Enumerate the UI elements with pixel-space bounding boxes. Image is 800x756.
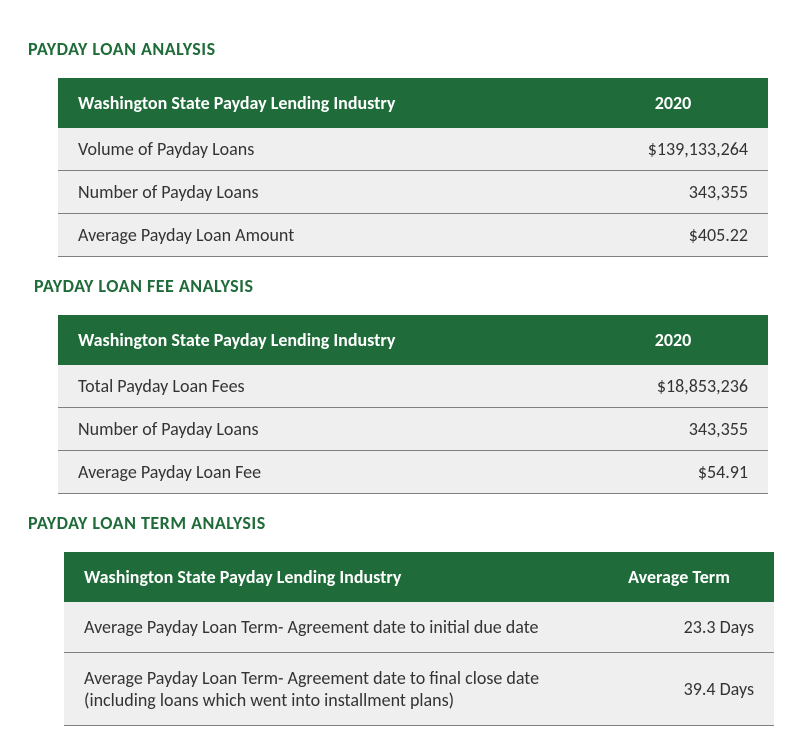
row-label: Average Payday Loan Amount xyxy=(58,214,578,257)
table-header-left: Washington State Payday Lending Industry xyxy=(64,552,584,602)
table-row: Average Payday Loan Term- Agreement date… xyxy=(64,602,774,653)
term-analysis-section: PAYDAY LOAN TERM ANALYSIS Washington Sta… xyxy=(28,512,772,726)
row-label: Average Payday Loan Term- Agreement date… xyxy=(64,653,584,726)
table-header-left: Washington State Payday Lending Industry xyxy=(58,315,578,365)
table-row: Number of Payday Loans 343,355 xyxy=(58,171,768,214)
row-label: Volume of Payday Loans xyxy=(58,128,578,171)
table-row: Total Payday Loan Fees $18,853,236 xyxy=(58,365,768,408)
term-analysis-table: Washington State Payday Lending Industry… xyxy=(64,552,774,726)
fee-analysis-table: Washington State Payday Lending Industry… xyxy=(58,315,768,494)
loan-analysis-table: Washington State Payday Lending Industry… xyxy=(58,78,768,257)
row-value: 23.3 Days xyxy=(584,602,774,653)
row-value: $405.22 xyxy=(578,214,768,257)
row-label: Number of Payday Loans xyxy=(58,408,578,451)
fee-analysis-section: PAYDAY LOAN FEE ANALYSIS Washington Stat… xyxy=(28,275,772,494)
row-label: Number of Payday Loans xyxy=(58,171,578,214)
section-title: PAYDAY LOAN ANALYSIS xyxy=(28,38,772,60)
table-row: Volume of Payday Loans $139,133,264 xyxy=(58,128,768,171)
table-row: Average Payday Loan Fee $54.91 xyxy=(58,451,768,494)
row-label: Total Payday Loan Fees xyxy=(58,365,578,408)
row-value: $18,853,236 xyxy=(578,365,768,408)
loan-analysis-section: PAYDAY LOAN ANALYSIS Washington State Pa… xyxy=(28,38,772,257)
table-header-right: 2020 xyxy=(578,78,768,128)
row-value: 39.4 Days xyxy=(584,653,774,726)
table-row: Average Payday Loan Term- Agreement date… xyxy=(64,653,774,726)
row-value: 343,355 xyxy=(578,171,768,214)
row-label: Average Payday Loan Term- Agreement date… xyxy=(64,602,584,653)
table-header-right: Average Term xyxy=(584,552,774,602)
table-row: Number of Payday Loans 343,355 xyxy=(58,408,768,451)
row-label: Average Payday Loan Fee xyxy=(58,451,578,494)
table-row: Average Payday Loan Amount $405.22 xyxy=(58,214,768,257)
row-value: $54.91 xyxy=(578,451,768,494)
table-header-left: Washington State Payday Lending Industry xyxy=(58,78,578,128)
section-title: PAYDAY LOAN FEE ANALYSIS xyxy=(34,275,772,297)
table-header-right: 2020 xyxy=(578,315,768,365)
section-title: PAYDAY LOAN TERM ANALYSIS xyxy=(28,512,772,534)
row-value: $139,133,264 xyxy=(578,128,768,171)
row-value: 343,355 xyxy=(578,408,768,451)
